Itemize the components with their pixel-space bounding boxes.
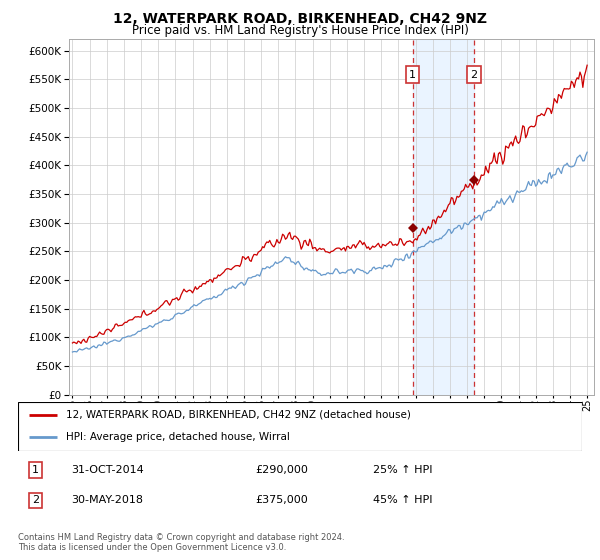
Text: HPI: Average price, detached house, Wirral: HPI: Average price, detached house, Wirr… [66,432,290,442]
Text: 1: 1 [409,70,416,80]
Text: £290,000: £290,000 [255,465,308,475]
Text: 25% ↑ HPI: 25% ↑ HPI [373,465,433,475]
Text: 1: 1 [32,465,39,475]
Text: 2: 2 [470,70,478,80]
Text: Price paid vs. HM Land Registry's House Price Index (HPI): Price paid vs. HM Land Registry's House … [131,24,469,36]
Text: This data is licensed under the Open Government Licence v3.0.: This data is licensed under the Open Gov… [18,543,286,552]
Text: 30-MAY-2018: 30-MAY-2018 [71,496,143,506]
Text: 31-OCT-2014: 31-OCT-2014 [71,465,145,475]
Text: 12, WATERPARK ROAD, BIRKENHEAD, CH42 9NZ: 12, WATERPARK ROAD, BIRKENHEAD, CH42 9NZ [113,12,487,26]
Bar [413,39,474,395]
Text: £375,000: £375,000 [255,496,308,506]
Text: 2: 2 [32,496,39,506]
Text: 12, WATERPARK ROAD, BIRKENHEAD, CH42 9NZ (detached house): 12, WATERPARK ROAD, BIRKENHEAD, CH42 9NZ… [66,410,411,420]
Text: Contains HM Land Registry data © Crown copyright and database right 2024.: Contains HM Land Registry data © Crown c… [18,533,344,542]
Text: 45% ↑ HPI: 45% ↑ HPI [373,496,433,506]
